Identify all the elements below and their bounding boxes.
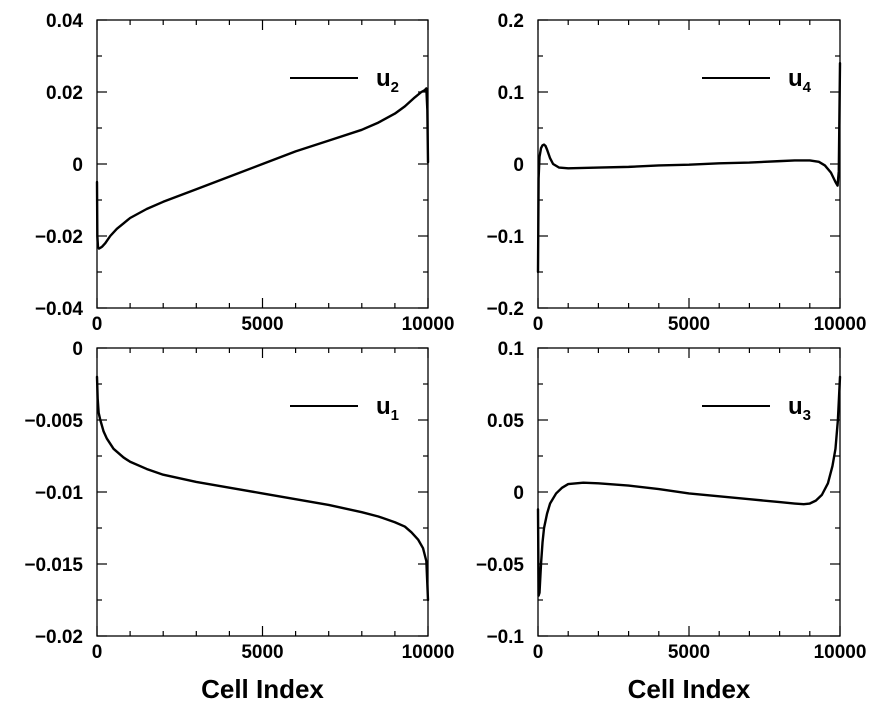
x-tick-label: 5000	[668, 642, 710, 663]
x-tick-label: 10000	[402, 314, 455, 335]
x-tick-label: 10000	[814, 642, 867, 663]
y-tick-label: 0.2	[498, 11, 524, 32]
x-tick-label: 10000	[814, 314, 867, 335]
panel-top-right: 0 5000 10000 −0.2 −0.1 0 0.1 0.2 u4	[486, 11, 866, 335]
y-tick-label: 0.05	[487, 411, 524, 432]
x-tick-label: 5000	[668, 314, 710, 335]
y-tick-label: −0.05	[476, 555, 525, 576]
series-line-u1	[95, 375, 430, 602]
legend-label-subscript: 4	[803, 79, 812, 96]
legend-label-subscript: 3	[803, 407, 811, 424]
x-tick-label: 5000	[241, 642, 283, 663]
y-tick-label: −0.005	[24, 411, 83, 432]
y-tick-label: −0.1	[486, 627, 524, 648]
x-tick-label: 0	[533, 642, 544, 663]
x-tick-label: 0	[92, 642, 103, 663]
legend-label: u4	[788, 65, 812, 96]
y-tick-label: 0	[72, 155, 83, 176]
y-tick-label: 0.1	[498, 339, 525, 360]
legend-label-main: u	[376, 393, 391, 420]
panel-bottom-right: 0 5000 10000 −0.1 −0.05 0 0.05 0.1 Cell Index u3	[476, 339, 867, 704]
legend-label: u3	[788, 393, 811, 424]
legend-label-subscript: 2	[391, 79, 399, 96]
legend-label: u2	[376, 65, 399, 96]
series-line-u3	[536, 375, 842, 597]
legend-label-main: u	[788, 65, 803, 92]
y-tick-label: −0.2	[486, 299, 524, 320]
y-tick-label: 0.04	[46, 11, 83, 32]
series-line-u4	[536, 62, 842, 274]
y-tick-label: −0.015	[24, 555, 83, 576]
y-tick-label: −0.01	[35, 483, 84, 504]
y-tick-label: −0.02	[35, 627, 83, 648]
x-tick-label: 5000	[241, 314, 283, 335]
legend-label-subscript: 1	[391, 407, 399, 424]
y-tick-label: −0.02	[35, 227, 83, 248]
x-axis-title: Cell Index	[201, 674, 324, 704]
y-tick-label: 0	[513, 483, 524, 504]
y-tick-label: 0	[72, 339, 83, 360]
y-tick-label: −0.04	[35, 299, 84, 320]
series-line-u2	[95, 87, 430, 250]
legend-label-main: u	[376, 65, 391, 92]
x-tick-label: 0	[533, 314, 544, 335]
plot-frame	[537, 347, 841, 637]
y-tick-label: 0.1	[498, 83, 525, 104]
x-tick-label: 0	[92, 314, 103, 335]
plot-frame	[96, 347, 429, 637]
legend-label: u1	[376, 393, 399, 424]
x-axis-title: Cell Index	[628, 674, 751, 704]
panel-top-left: 0 5000 10000 −0.04 −0.02 0 0.02 0.04 u2	[35, 11, 455, 335]
panel-bottom-left: 0 5000 10000 −0.02 −0.015 −0.01 −0.005 0 Cell In…	[24, 339, 454, 704]
y-tick-label: 0	[513, 155, 524, 176]
y-tick-label: −0.1	[486, 227, 524, 248]
x-tick-label: 10000	[402, 642, 455, 663]
y-tick-label: 0.02	[46, 83, 83, 104]
legend-label-main: u	[788, 393, 803, 420]
